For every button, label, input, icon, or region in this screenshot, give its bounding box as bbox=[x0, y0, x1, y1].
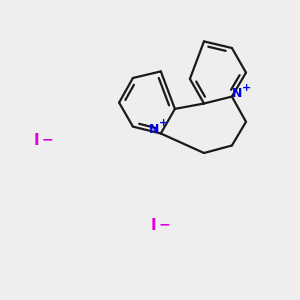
Text: +: + bbox=[242, 82, 251, 93]
Text: −: − bbox=[159, 218, 170, 231]
Text: +: + bbox=[159, 118, 168, 128]
Text: I: I bbox=[34, 133, 40, 148]
Text: I: I bbox=[151, 218, 157, 233]
Text: N: N bbox=[232, 87, 242, 100]
Text: −: − bbox=[42, 132, 53, 146]
Text: N: N bbox=[149, 123, 159, 136]
